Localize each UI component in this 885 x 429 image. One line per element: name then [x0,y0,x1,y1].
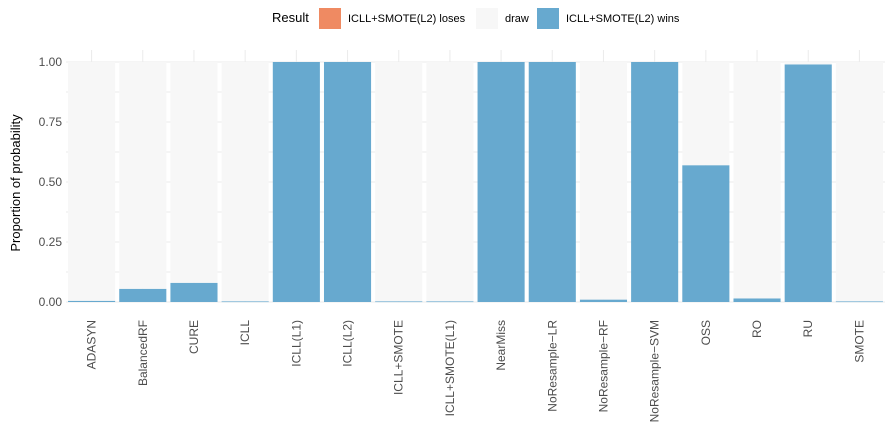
legend: Result ICLL+SMOTE(L2) loses draw ICLL+SM… [272,8,680,29]
y-tick-label: 0.25 [39,235,63,249]
x-tick-label: CURE [187,320,201,354]
bar-segment [733,298,781,302]
x-tick-label: ICLL+SMOTE(L1) [443,320,457,416]
bar-segment [426,62,474,302]
y-tick-label: 0.50 [39,175,63,189]
x-tick-label: ICLL [238,320,252,346]
bar-segment [119,62,167,289]
x-tick-label: ICLL(L1) [289,320,303,367]
bar-segment [119,288,167,302]
bars [68,62,883,303]
bar-segment [68,300,116,302]
bar-segment [170,62,218,283]
x-tick-label: ICLL(L2) [341,320,355,367]
legend-label-wins: ICLL+SMOTE(L2) wins [566,13,680,25]
bar-segment [375,62,423,302]
bar-segment [682,165,730,302]
bar-segment [272,62,320,302]
y-tick-label: 0.00 [39,295,63,309]
x-tick-label: RU [801,320,815,337]
legend-swatch-loses [319,8,341,29]
bar-segment [784,62,832,65]
bar-segment [477,62,525,302]
x-tick-label: ICLL+SMOTE [392,320,406,395]
bar-segment [631,62,679,302]
x-tick-label: SMOTE [852,320,866,363]
legend-swatch-wins [537,8,559,29]
x-tick-label: BalancedRF [136,320,150,386]
y-tick-label: 0.75 [39,115,63,129]
y-axis-title: Proportion of probability [8,114,23,252]
bar-segment [835,62,883,302]
bar-segment [170,282,218,302]
x-tick-label: NearMiss [494,320,508,371]
x-tick-label: RO [750,320,764,338]
bar-segment [733,62,781,299]
x-tick-label: ADASYN [85,320,99,369]
bar-segment [784,64,832,303]
bar-segment [682,62,730,166]
bar-segment [221,62,269,302]
bar-segment [579,299,628,302]
bar-segment [323,62,372,302]
bar-segment [375,301,423,303]
bar-segment [528,62,576,302]
y-tick-label: 1.00 [39,55,63,69]
bar-segment [835,301,883,303]
legend-label-draw: draw [505,13,529,25]
x-tick-label: OSS [699,320,713,345]
legend-swatch-draw [476,8,498,29]
x-axis-ticks: ADASYN BalancedRF CURE ICLL ICLL(L1) ICLL(L2)… [85,320,867,423]
legend-label-loses: ICLL+SMOTE(L2) loses [348,13,466,25]
x-tick-label: NoResample−RF [596,320,610,412]
bar-segment [68,62,116,301]
bar-segment [426,301,474,303]
bar-segment [579,62,628,300]
legend-title: Result [272,10,309,25]
y-axis-ticks: 0.00 0.25 0.50 0.75 1.00 [39,55,63,309]
x-tick-label: NoResample−LR [545,320,559,412]
bar-segment [221,301,269,303]
x-tick-label: NoResample−SVM [648,320,662,422]
